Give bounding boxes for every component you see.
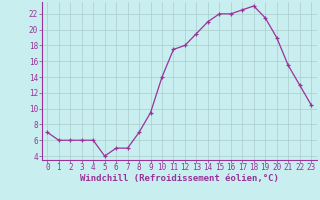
X-axis label: Windchill (Refroidissement éolien,°C): Windchill (Refroidissement éolien,°C) bbox=[80, 174, 279, 183]
